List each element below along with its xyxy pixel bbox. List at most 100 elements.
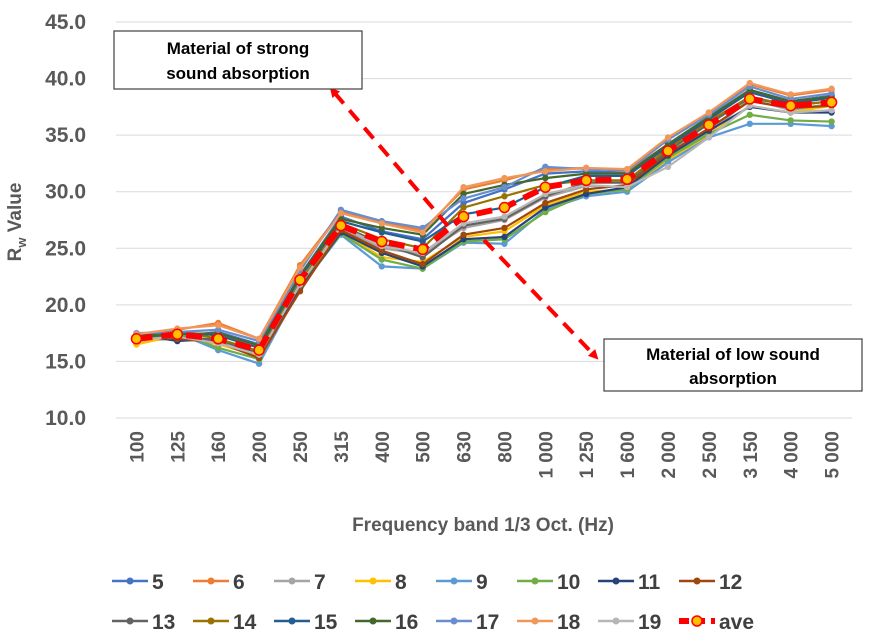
point-18-16 bbox=[787, 91, 794, 98]
average-point-16 bbox=[784, 99, 797, 112]
series-line-13 bbox=[136, 96, 832, 354]
point-18-10 bbox=[542, 168, 549, 175]
legend-swatch-marker-16 bbox=[369, 617, 377, 625]
series-line-5 bbox=[136, 88, 832, 346]
point-10-16 bbox=[787, 117, 794, 124]
annotation-strong-line2: sound absorption bbox=[166, 64, 310, 83]
legend-label-18: 18 bbox=[557, 611, 581, 634]
point-18-3 bbox=[255, 335, 263, 342]
legend-item-18: 18 bbox=[517, 611, 581, 634]
series-line-17 bbox=[136, 85, 832, 343]
x-tick-label-0: 100 bbox=[127, 431, 148, 463]
x-tick-label-6: 400 bbox=[373, 431, 394, 463]
legend-label-8: 8 bbox=[395, 571, 407, 594]
average-point-14 bbox=[703, 119, 715, 131]
point-18-14 bbox=[705, 109, 713, 116]
legend-swatch-marker-10 bbox=[531, 577, 539, 585]
average-point-15 bbox=[744, 93, 756, 105]
point-11-9 bbox=[501, 233, 508, 241]
point-12-10 bbox=[542, 199, 549, 207]
point-9-9 bbox=[501, 240, 508, 247]
point-5-8 bbox=[460, 199, 467, 207]
point-16-6 bbox=[378, 224, 385, 232]
legend-swatch-marker-15 bbox=[288, 617, 296, 625]
average-point-10 bbox=[539, 181, 552, 193]
y-axis-title: Rw Value bbox=[5, 183, 29, 262]
legend-item-ave: ave bbox=[679, 611, 754, 634]
y-tick-label-0: 10.0 bbox=[45, 407, 86, 430]
point-10-17 bbox=[828, 118, 835, 125]
average-point-2 bbox=[212, 333, 224, 345]
point-18-9 bbox=[501, 174, 508, 182]
x-tick-label-16: 4 000 bbox=[782, 431, 803, 479]
point-18-12 bbox=[623, 165, 631, 173]
series-5 bbox=[133, 86, 835, 348]
point-18-11 bbox=[583, 164, 590, 172]
point-18-4 bbox=[296, 264, 304, 271]
point-10-15 bbox=[746, 111, 753, 118]
legend-swatch-marker-17 bbox=[450, 617, 458, 625]
legend-swatch-marker-6 bbox=[207, 577, 215, 585]
series-10 bbox=[133, 111, 835, 363]
series-line-19 bbox=[136, 104, 832, 356]
legend-label-12: 12 bbox=[719, 571, 742, 594]
series-16 bbox=[133, 86, 835, 349]
legend-swatch-marker-14 bbox=[207, 617, 215, 625]
average-point-0 bbox=[130, 333, 143, 345]
series-line-10 bbox=[136, 113, 832, 361]
point-9-6 bbox=[378, 263, 385, 270]
point-10-2 bbox=[215, 344, 222, 352]
point-9-15 bbox=[746, 120, 753, 128]
series-line-7 bbox=[136, 97, 832, 354]
point-9-17 bbox=[828, 122, 835, 130]
average-point-4 bbox=[294, 274, 306, 286]
point-10-10 bbox=[542, 208, 549, 216]
point-17-10 bbox=[542, 163, 549, 171]
point-9-3 bbox=[255, 360, 263, 367]
point-19-9 bbox=[501, 213, 508, 220]
average-point-12 bbox=[621, 173, 633, 186]
point-18-15 bbox=[746, 79, 753, 87]
annotation-box-strong: Material of strong sound absorption bbox=[113, 30, 363, 90]
series-line-18 bbox=[136, 81, 832, 341]
y-tick-label-6: 40.0 bbox=[45, 68, 86, 91]
legend-label-11: 11 bbox=[638, 571, 661, 594]
legend-item-17: 17 bbox=[436, 611, 499, 634]
average-point-1 bbox=[171, 328, 184, 341]
point-11-11 bbox=[583, 190, 590, 198]
legend-swatch-marker-11 bbox=[612, 577, 620, 585]
legend-label-6: 6 bbox=[233, 571, 245, 594]
legend-item-8: 8 bbox=[355, 571, 407, 594]
point-15-6 bbox=[378, 229, 385, 236]
legend-item-10: 10 bbox=[517, 571, 580, 594]
average-point-13 bbox=[662, 145, 674, 157]
series-12 bbox=[133, 98, 835, 362]
legend-swatch-marker-8 bbox=[369, 577, 377, 585]
point-18-13 bbox=[664, 134, 672, 141]
series-line-12 bbox=[136, 100, 832, 360]
point-19-13 bbox=[664, 163, 672, 171]
average-line bbox=[136, 95, 832, 354]
x-tick-label-11: 1 250 bbox=[577, 431, 598, 479]
legend-swatch-marker-9 bbox=[450, 577, 458, 585]
series-19 bbox=[133, 102, 835, 358]
legend-label-14: 14 bbox=[233, 611, 257, 634]
point-18-6 bbox=[378, 220, 385, 227]
x-tick-label-2: 160 bbox=[209, 431, 230, 463]
point-12-8 bbox=[460, 231, 467, 238]
point-19-17 bbox=[828, 107, 835, 114]
x-tick-label-4: 250 bbox=[291, 431, 312, 463]
legend-item-5: 5 bbox=[112, 571, 164, 594]
point-17-9 bbox=[501, 183, 508, 191]
point-18-5 bbox=[337, 210, 345, 217]
x-tick-label-15: 3 150 bbox=[741, 431, 762, 479]
legend-item-9: 9 bbox=[436, 571, 488, 594]
y-tick-label-5: 35.0 bbox=[45, 124, 86, 147]
x-tick-label-7: 500 bbox=[414, 431, 435, 463]
x-tick-label-9: 800 bbox=[495, 431, 516, 463]
legend-item-19: 19 bbox=[598, 611, 661, 634]
point-13-7 bbox=[419, 254, 426, 261]
average-point-3 bbox=[253, 344, 265, 356]
y-tick-label-3: 25.0 bbox=[45, 237, 86, 260]
x-tick-label-12: 1 600 bbox=[618, 431, 639, 479]
